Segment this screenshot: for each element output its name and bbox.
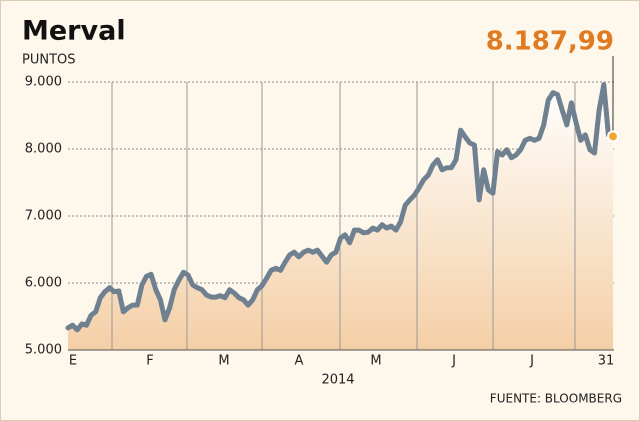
line [65, 82, 616, 333]
chart-title: Merval [22, 16, 126, 47]
y-tick-label: 7.000 [25, 209, 62, 224]
x-tick-label: J [529, 354, 534, 369]
last-value-label: 8.187,99 [486, 27, 614, 57]
y-tick-label: 8.000 [25, 142, 62, 157]
area [68, 84, 613, 350]
x-tick-label: A [295, 354, 304, 369]
subtitle: PUNTOS [22, 53, 76, 68]
x-axis-label: 2014 [321, 373, 354, 388]
x-tick-label: 31 [598, 354, 615, 369]
x-tick-label: E [69, 354, 77, 369]
x-tick-label: M [370, 354, 381, 369]
x-tick-label: J [451, 354, 456, 369]
x-tick-label: F [146, 354, 153, 369]
x-tick-label: M [218, 354, 229, 369]
y-tick-label: 5.000 [25, 343, 62, 358]
last-point [607, 130, 619, 143]
y-tick-label: 6.000 [25, 276, 62, 291]
y-tick-label: 9.000 [25, 75, 62, 90]
source: FUENTE: BLOOMBERG [490, 392, 622, 406]
